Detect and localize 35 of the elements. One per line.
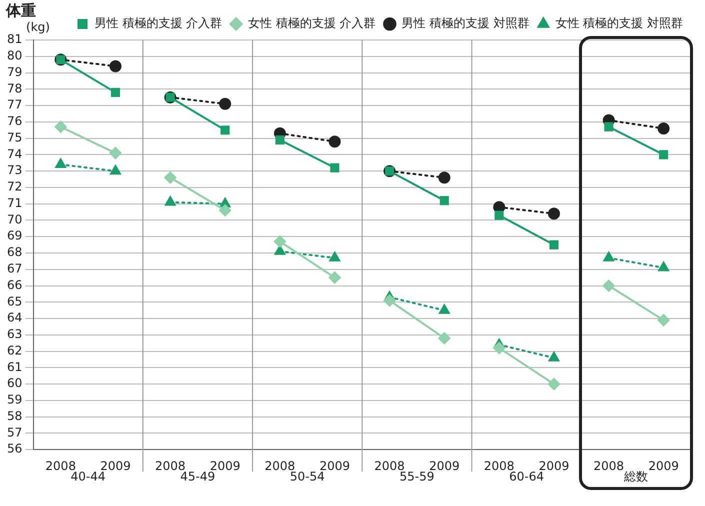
legend-label: 男性 積極的支援 介入群 bbox=[94, 16, 222, 30]
y-axis-title: (kg) bbox=[26, 20, 50, 34]
y-tick-label: 74 bbox=[6, 146, 22, 161]
y-tick-label: 59 bbox=[6, 392, 22, 407]
y-tick-label: 72 bbox=[6, 180, 22, 194]
text: 総数 bbox=[623, 470, 648, 484]
legend-label: 女性 積極的支援 介入群 bbox=[248, 16, 376, 30]
chart-title: 体重 bbox=[5, 1, 36, 20]
legend-label: 男性 積極的支援 対照群 bbox=[402, 16, 530, 30]
y-tick-label: 56 bbox=[6, 442, 22, 456]
y-tick-label: 77 bbox=[6, 98, 22, 112]
y-tick-label: 58 bbox=[6, 408, 22, 423]
y-tick-label: 70 bbox=[6, 212, 22, 226]
y-tick-label: 71 bbox=[6, 196, 22, 210]
y-tick-label: 62 bbox=[6, 343, 22, 358]
y-tick-label: 81 bbox=[6, 32, 22, 46]
y-tick-label: 63 bbox=[6, 327, 22, 342]
x-tick-label: 2009 bbox=[648, 458, 679, 473]
legend-label: 女性 積極的支援 対照群 bbox=[555, 16, 684, 30]
y-tick-label: 67 bbox=[6, 262, 22, 276]
y-tick-label: 69 bbox=[6, 228, 22, 243]
x-tick-label: 2008 bbox=[594, 458, 624, 473]
y-tick-label: 64 bbox=[6, 310, 22, 325]
y-tick-label: 78 bbox=[6, 81, 22, 96]
y-tick-label: 76 bbox=[6, 114, 22, 128]
y-tick-label: 66 bbox=[6, 278, 22, 292]
y-tick-label: 79 bbox=[6, 64, 22, 79]
y-tick-label: 73 bbox=[6, 163, 22, 178]
y-tick-label: 60 bbox=[6, 376, 22, 390]
y-tick-label: 80 bbox=[6, 48, 22, 63]
y-tick-label: 68 bbox=[6, 245, 22, 260]
y-tick-label: 65 bbox=[6, 294, 22, 308]
y-tick-label: 75 bbox=[6, 130, 22, 144]
y-tick-label: 61 bbox=[6, 360, 22, 374]
y-tick-label: 57 bbox=[6, 425, 22, 440]
